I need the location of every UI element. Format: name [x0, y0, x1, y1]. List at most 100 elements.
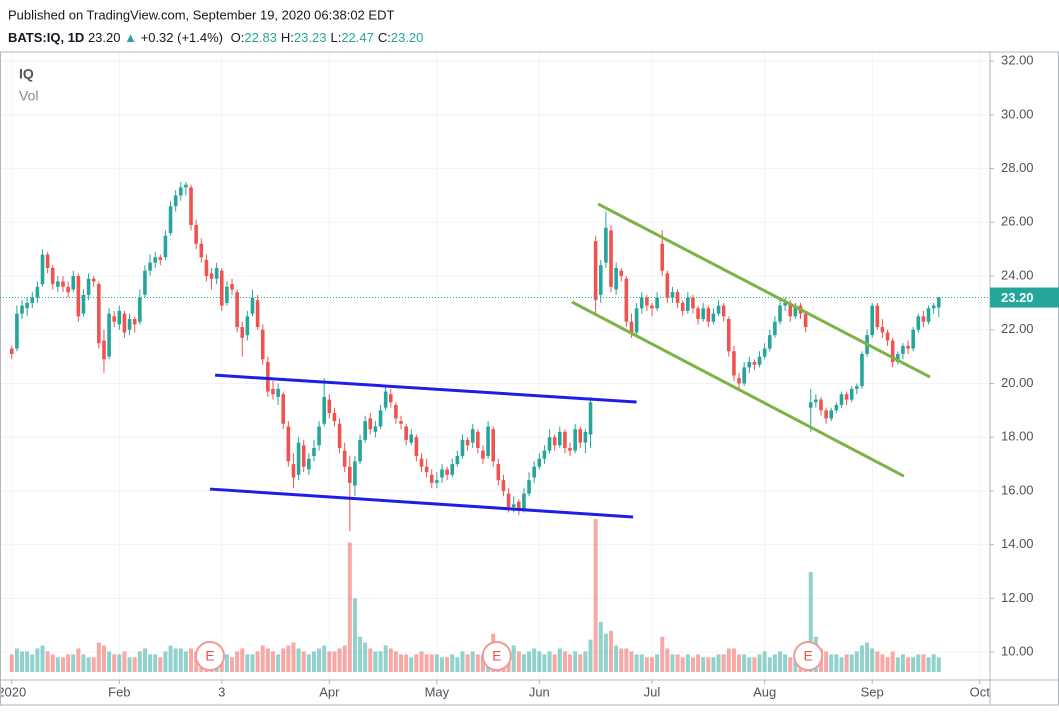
candle-body — [501, 480, 506, 491]
volume-bar — [568, 654, 573, 672]
candle-body — [655, 297, 659, 309]
volume-bar — [849, 654, 854, 672]
candle-body — [757, 356, 762, 365]
candle-body — [158, 257, 163, 260]
volume-bar — [906, 657, 911, 672]
candle-body — [578, 429, 583, 443]
volume-bar — [81, 654, 86, 672]
candle-body — [675, 292, 680, 303]
candle-body — [424, 466, 429, 473]
candle-body — [184, 184, 188, 188]
volume-bar — [322, 645, 327, 672]
candle-body — [491, 429, 496, 462]
candle-body — [691, 297, 695, 309]
candle-body — [378, 410, 383, 427]
candle-body — [435, 480, 439, 483]
candle-body — [97, 284, 101, 344]
candle-body — [281, 394, 286, 424]
volume-bar — [55, 657, 60, 672]
candle-body — [604, 227, 608, 263]
volume-bar — [40, 645, 45, 672]
candle-body — [563, 431, 567, 448]
volume-bar — [86, 657, 91, 672]
volume-bar — [634, 654, 639, 672]
candle-body — [117, 310, 122, 325]
y-tick-label: 30.00 — [1001, 106, 1034, 121]
volume-bar — [557, 648, 562, 672]
candle-body — [399, 421, 403, 424]
volume-bar — [9, 654, 14, 672]
candle-body — [609, 230, 613, 287]
volume-bar — [629, 651, 634, 672]
event-label: E — [492, 648, 501, 664]
volume-bar — [895, 657, 900, 672]
candle-body — [506, 493, 511, 508]
grid — [0, 52, 990, 680]
candle-body — [844, 394, 849, 400]
candle-body — [383, 391, 388, 408]
candle-body — [834, 404, 839, 411]
published-line: Published on TradingView.com, September … — [8, 7, 394, 22]
volume-bar — [614, 645, 619, 672]
candle-body — [542, 450, 547, 459]
candles — [9, 182, 941, 532]
change: +0.32 (+1.4%) — [141, 30, 223, 45]
candle-body — [419, 458, 424, 467]
candle-body — [209, 273, 214, 279]
volume-bar — [276, 654, 281, 672]
candle-body — [762, 348, 767, 357]
x-tick-label: May — [425, 684, 450, 699]
candle-body — [66, 286, 70, 293]
volume-bar — [76, 648, 81, 672]
legend-symbol: IQ — [19, 66, 34, 82]
candle-body — [219, 270, 224, 306]
legend-volume: Vol — [19, 88, 38, 104]
candle-body — [629, 321, 634, 333]
candle-body — [885, 332, 890, 341]
symbol: BATS:IQ, 1D — [8, 30, 84, 45]
volume-bar — [762, 651, 767, 672]
volume-bar — [260, 645, 265, 672]
candle-body — [153, 257, 157, 263]
candle-body — [168, 206, 173, 234]
ohlc-label: O: — [231, 30, 245, 45]
ohlc-value: 22.83 — [244, 30, 277, 45]
volume-bar — [173, 648, 178, 672]
volume-bar — [747, 657, 752, 672]
volume-bar — [409, 657, 414, 672]
volume-bar — [783, 654, 788, 672]
volume-bar — [680, 657, 685, 672]
arrow: ▲ — [124, 30, 137, 45]
candle-body — [686, 297, 690, 311]
volume-bar — [30, 654, 35, 672]
volume-bar — [772, 654, 777, 672]
volume-bar — [598, 621, 603, 672]
candle-body — [726, 319, 731, 352]
volume-bar — [767, 657, 772, 672]
candle-body — [870, 305, 875, 336]
candle-body — [409, 434, 414, 443]
y-tick-label: 12.00 — [1001, 590, 1034, 605]
candle-body — [138, 297, 142, 322]
volume-bar — [639, 654, 644, 672]
candle-body — [849, 388, 854, 400]
last: 23.20 — [88, 30, 121, 45]
event-label: E — [804, 648, 813, 664]
candle-body — [583, 431, 588, 443]
volume-bar — [460, 651, 465, 672]
volume-bar — [885, 657, 890, 672]
volume-bar — [696, 654, 701, 672]
volume-bar — [609, 630, 614, 672]
candle-body — [102, 340, 106, 360]
volume-bar — [50, 654, 55, 672]
candle-body — [855, 386, 859, 389]
volume-bar — [737, 654, 742, 672]
volume-bar — [859, 645, 864, 672]
candle-body — [50, 267, 55, 285]
candle-body — [470, 429, 475, 443]
volume-bar — [306, 654, 311, 672]
candle-body — [593, 241, 598, 301]
volume-bar — [788, 657, 793, 672]
volume-bar — [742, 654, 747, 672]
volume-bar — [373, 651, 378, 672]
